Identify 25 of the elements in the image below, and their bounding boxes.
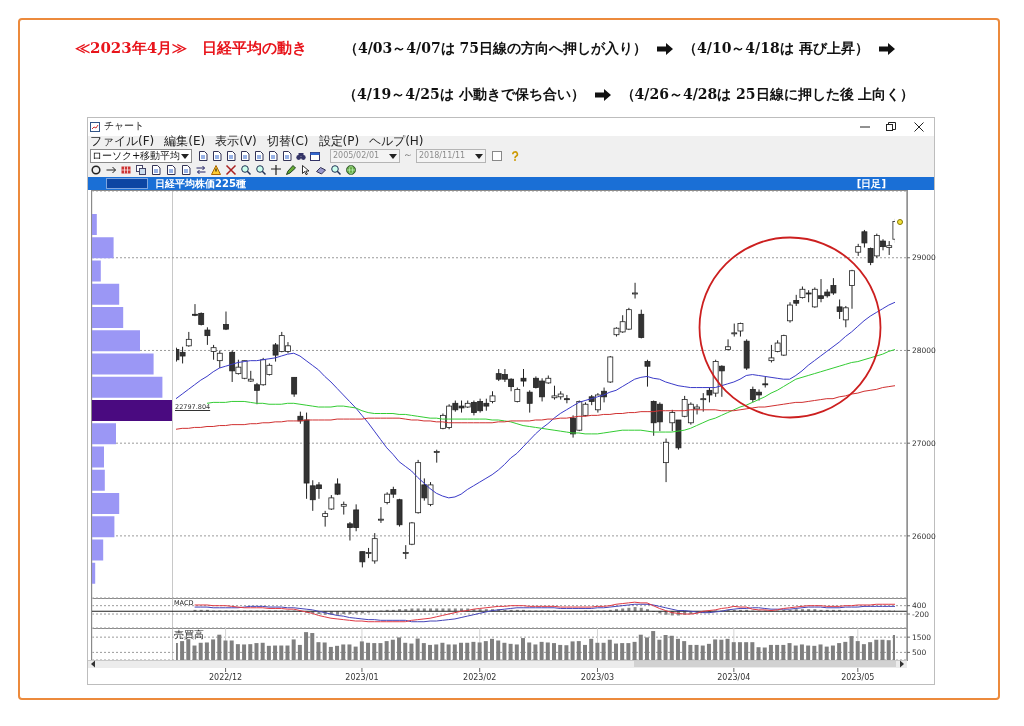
text: ヘルプ(H) <box>369 134 424 148</box>
text: （4/26～4/28は 25日線に押した後 上向く） <box>620 86 915 104</box>
text: 編集(E) <box>164 134 206 148</box>
x-tick-label: 2023/05 <box>841 672 875 682</box>
x-tick-label: 2023/02 <box>463 672 497 682</box>
text: 表示(V) <box>215 134 257 148</box>
text: 2005/02/01 <box>333 151 380 160</box>
x-tick-label: 2022/12 <box>208 672 243 682</box>
text: （4/03～4/07は 75日線の方向へ押しが入り） <box>344 40 648 58</box>
text: チャート <box>104 120 144 131</box>
x-tick-label: 2023/04 <box>717 672 751 682</box>
x-tick-label: 2023/01 <box>345 672 379 682</box>
chart-title: 売買高 <box>174 629 204 640</box>
text: 切替(C) <box>266 134 309 148</box>
text: ≪2023年4月≫ 日経平均の動き <box>75 39 308 57</box>
text: 設定(P) <box>318 134 360 148</box>
text: （4/19～4/25は 小動きで保ち合い） <box>343 86 585 104</box>
chart-title: 日経平均株価225種 <box>155 178 246 189</box>
x-tick-label: 2023/03 <box>580 672 615 682</box>
text: ファイル(F) <box>90 134 155 148</box>
chart-subtitle: [日足] <box>856 178 886 189</box>
text: 2018/11/11 <box>419 151 466 160</box>
text: （4/10～4/18は 再び上昇） <box>683 40 869 58</box>
text: ～ <box>403 149 413 160</box>
text: ローソク+移動平均 <box>92 150 181 161</box>
